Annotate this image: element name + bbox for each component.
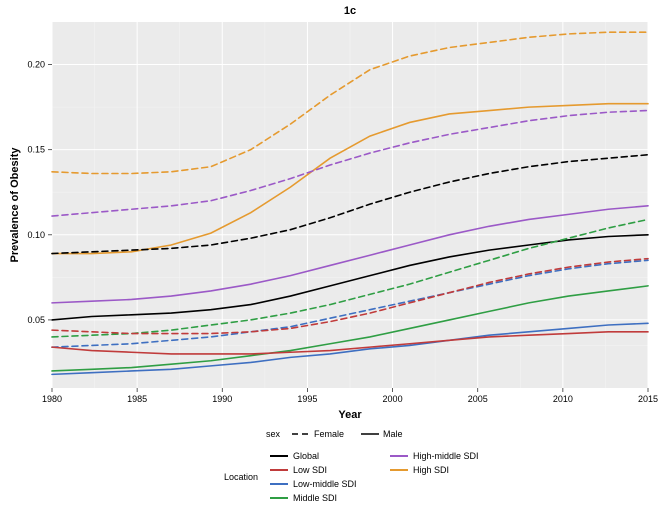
location-legend-label: High SDI (413, 465, 449, 475)
sex-legend-label: Female (314, 429, 344, 439)
x-tick-label: 1995 (297, 394, 317, 404)
y-axis-title: Prevalence of Obesity (9, 147, 21, 263)
y-tick-label: 0.20 (27, 60, 45, 70)
x-axis-title: Year (338, 409, 362, 421)
location-legend-label: Global (293, 451, 319, 461)
x-tick-label: 1980 (42, 394, 62, 404)
y-tick-label: 0.15 (27, 145, 45, 155)
location-legend-label: Low SDI (293, 465, 327, 475)
x-tick-label: 1985 (127, 394, 147, 404)
chart-title: 1c (344, 5, 356, 17)
location-legend: Location Global Low SDI Low-middle SDI Middl… (224, 451, 479, 503)
x-tick-label: 2005 (468, 394, 488, 404)
location-legend-title: Location (224, 472, 258, 482)
sex-legend: sex Female Male (266, 429, 403, 439)
sex-legend-label: Male (383, 429, 403, 439)
chart-container: 1980 1985 1990 1995 2000 2005 2010 2015 0.05 0.10… (0, 0, 660, 510)
location-legend-label: Middle SDI (293, 493, 337, 503)
sex-legend-title: sex (266, 429, 281, 439)
y-tick-label: 0.10 (27, 230, 45, 240)
location-legend-label: High-middle SDI (413, 451, 479, 461)
x-tick-label: 2015 (638, 394, 658, 404)
location-legend-label: Low-middle SDI (293, 479, 357, 489)
x-tick-label: 1990 (212, 394, 232, 404)
chart-svg: 1980 1985 1990 1995 2000 2005 2010 2015 0.05 0.10… (0, 0, 660, 510)
x-tick-label: 2010 (553, 394, 573, 404)
y-tick-label: 0.05 (27, 315, 45, 325)
x-tick-label: 2000 (383, 394, 403, 404)
